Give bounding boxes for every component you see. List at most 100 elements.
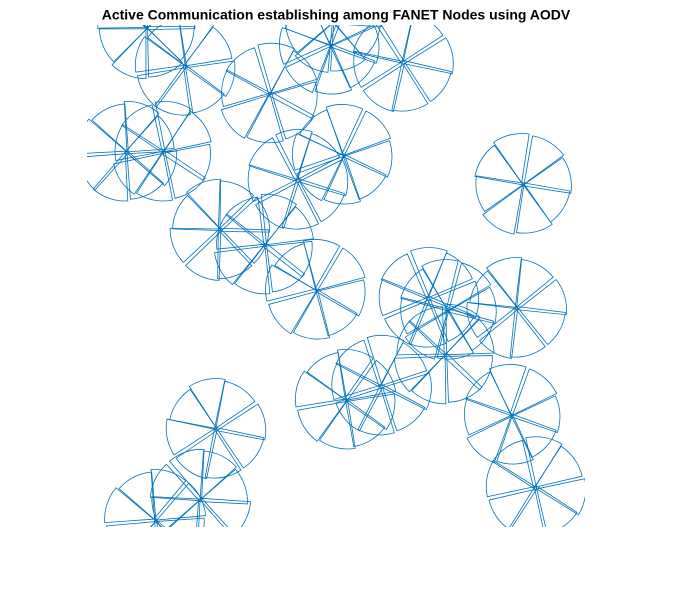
sector bbox=[172, 194, 223, 232]
sector bbox=[509, 395, 561, 433]
sector bbox=[297, 177, 346, 223]
sector bbox=[379, 342, 428, 387]
sector bbox=[421, 259, 459, 310]
sector bbox=[213, 380, 256, 430]
sector bbox=[185, 230, 222, 281]
fanet-node bbox=[474, 133, 572, 235]
fanet-node bbox=[291, 104, 393, 205]
sector bbox=[465, 371, 513, 417]
sector bbox=[410, 247, 448, 298]
sector bbox=[105, 521, 157, 527]
fanet-node bbox=[295, 349, 397, 450]
sector bbox=[150, 518, 158, 527]
sector bbox=[275, 129, 313, 180]
sector bbox=[136, 150, 174, 202]
sector bbox=[402, 59, 452, 103]
sector bbox=[486, 257, 523, 308]
sector bbox=[134, 36, 186, 73]
sector bbox=[144, 25, 196, 31]
sector bbox=[479, 308, 519, 359]
sector bbox=[126, 150, 177, 187]
sector bbox=[436, 309, 474, 360]
sector bbox=[394, 355, 445, 393]
sector bbox=[150, 469, 187, 520]
sector bbox=[346, 359, 397, 401]
sector bbox=[188, 378, 226, 429]
sector bbox=[164, 149, 206, 199]
sector bbox=[121, 104, 163, 154]
sector bbox=[485, 460, 537, 498]
sector bbox=[268, 50, 318, 95]
sector bbox=[265, 264, 316, 302]
sector bbox=[285, 25, 331, 54]
sector bbox=[284, 25, 332, 47]
sector bbox=[165, 418, 217, 456]
fanet-node bbox=[485, 436, 585, 527]
sector bbox=[270, 91, 315, 140]
sector bbox=[104, 487, 155, 524]
sector bbox=[87, 153, 129, 191]
sector bbox=[337, 349, 374, 400]
sector bbox=[445, 303, 481, 355]
sector bbox=[306, 352, 348, 402]
sector bbox=[357, 384, 395, 436]
sector bbox=[162, 110, 212, 153]
sector bbox=[215, 403, 267, 441]
sector bbox=[316, 247, 366, 291]
sector bbox=[97, 25, 148, 30]
sector bbox=[118, 471, 157, 522]
sector bbox=[496, 413, 534, 465]
sector bbox=[474, 144, 525, 186]
sector bbox=[281, 179, 320, 230]
sector bbox=[221, 69, 272, 107]
sector bbox=[475, 175, 526, 212]
sector bbox=[492, 133, 530, 184]
sector bbox=[319, 398, 356, 450]
sector bbox=[114, 124, 166, 162]
fanet-node bbox=[352, 25, 454, 112]
sector bbox=[123, 101, 160, 152]
sector bbox=[463, 397, 515, 436]
sector bbox=[147, 25, 188, 68]
sector bbox=[381, 372, 432, 411]
sector bbox=[314, 287, 358, 337]
sector bbox=[523, 135, 565, 186]
sector bbox=[511, 368, 558, 416]
sector bbox=[297, 401, 347, 442]
sector bbox=[391, 61, 429, 112]
sector bbox=[279, 27, 330, 65]
fanet-node bbox=[104, 469, 207, 527]
sector bbox=[509, 486, 544, 527]
sector bbox=[98, 26, 150, 63]
sector bbox=[151, 496, 202, 527]
sector bbox=[535, 484, 578, 527]
sector bbox=[91, 103, 129, 154]
sector bbox=[295, 370, 346, 408]
sector bbox=[366, 334, 405, 386]
plot-area bbox=[87, 25, 585, 527]
sector bbox=[154, 517, 205, 527]
sector bbox=[160, 143, 211, 181]
sector bbox=[204, 428, 242, 479]
sector bbox=[442, 355, 493, 391]
fanet-node bbox=[400, 259, 497, 360]
sector bbox=[263, 206, 314, 246]
sector bbox=[225, 47, 270, 96]
sector bbox=[403, 37, 454, 75]
sector bbox=[137, 67, 187, 108]
sector bbox=[335, 339, 380, 388]
sector bbox=[400, 297, 451, 335]
sector bbox=[521, 157, 572, 194]
fanet-node bbox=[97, 25, 196, 80]
sector bbox=[331, 362, 382, 400]
sector bbox=[126, 149, 164, 200]
sector bbox=[197, 468, 248, 505]
sector bbox=[408, 306, 445, 357]
sector bbox=[168, 448, 205, 500]
sector bbox=[466, 301, 518, 339]
sector bbox=[400, 268, 449, 312]
sector bbox=[535, 478, 585, 516]
sector bbox=[182, 26, 233, 67]
sector bbox=[533, 445, 583, 488]
sector bbox=[113, 153, 163, 195]
